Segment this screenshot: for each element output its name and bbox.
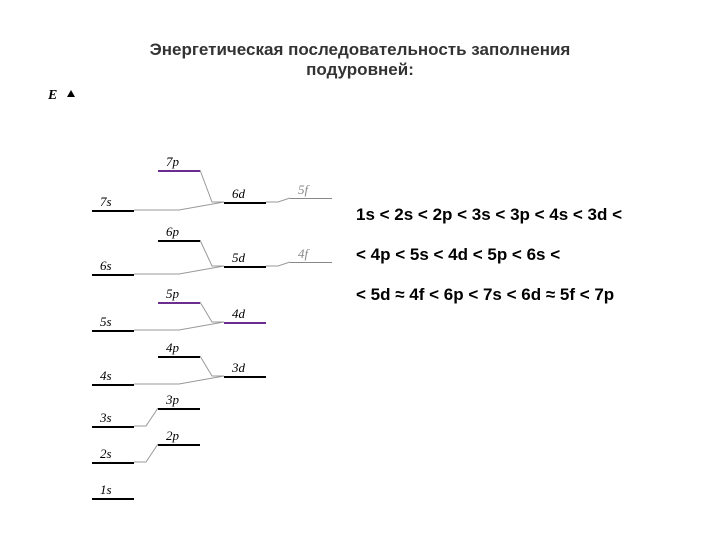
- level-label-4f: 4f: [298, 246, 308, 262]
- level-line-4f: [290, 262, 332, 263]
- connector-6s-5d: [134, 266, 224, 274]
- level-line-2p: [158, 444, 200, 446]
- level-label-6p: 6p: [166, 224, 179, 240]
- level-label-6d: 6d: [232, 186, 245, 202]
- level-line-1s: [92, 498, 134, 500]
- energy-axis-arrow-icon: [67, 90, 75, 97]
- level-line-6d: [224, 202, 266, 204]
- connector-3s-3p: [134, 408, 158, 426]
- level-label-4p: 4p: [166, 340, 179, 356]
- level-label-7p: 7p: [166, 154, 179, 170]
- level-line-7s: [92, 210, 134, 212]
- level-label-3s: 3s: [100, 410, 112, 426]
- connector-6d-5f: [266, 198, 290, 202]
- level-line-4s: [92, 384, 134, 386]
- level-label-7s: 7s: [100, 194, 112, 210]
- sequence-line-3: < 5d ≈ 4f < 6p < 7s < 6d ≈ 5f < 7p: [356, 285, 614, 305]
- level-label-5s: 5s: [100, 314, 112, 330]
- level-line-3s: [92, 426, 134, 428]
- title-line-2: подуровней:: [0, 60, 720, 80]
- level-line-5s: [92, 330, 134, 332]
- level-line-6s: [92, 274, 134, 276]
- level-label-5f: 5f: [298, 182, 308, 198]
- level-line-5f: [290, 198, 332, 199]
- level-label-2p: 2p: [166, 428, 179, 444]
- level-label-5p: 5p: [166, 286, 179, 302]
- connector-3d-4p: [200, 356, 224, 376]
- level-label-3p: 3p: [166, 392, 179, 408]
- level-line-2s: [92, 462, 134, 464]
- sequence-line-2: < 4p < 5s < 4d < 5p < 6s <: [356, 245, 560, 265]
- connector-2s-2p: [134, 444, 158, 462]
- connector-5d-4f: [266, 262, 290, 266]
- level-label-1s: 1s: [100, 482, 112, 498]
- energy-axis-label: E: [48, 88, 57, 104]
- connector-5s-4d: [134, 322, 224, 330]
- level-label-4d: 4d: [232, 306, 245, 322]
- title-line-1: Энергетическая последовательность заполн…: [0, 40, 720, 60]
- level-label-5d: 5d: [232, 250, 245, 266]
- level-label-3d: 3d: [232, 360, 245, 376]
- level-line-4d: [224, 322, 266, 324]
- level-label-4s: 4s: [100, 368, 112, 384]
- level-line-5d: [224, 266, 266, 268]
- level-line-3d: [224, 376, 266, 378]
- level-line-3p: [158, 408, 200, 410]
- level-line-7p: [158, 170, 200, 172]
- connector-7s-6d: [134, 202, 224, 210]
- connector-5d-6p: [200, 240, 224, 266]
- sequence-line-1: 1s < 2s < 2p < 3s < 3p < 4s < 3d <: [356, 205, 622, 225]
- level-line-4p: [158, 356, 200, 358]
- level-label-6s: 6s: [100, 258, 112, 274]
- connector-4d-5p: [200, 302, 224, 322]
- connector-4s-3d: [134, 376, 224, 384]
- level-line-5p: [158, 302, 200, 304]
- connector-6d-7p: [200, 170, 224, 202]
- level-label-2s: 2s: [100, 446, 112, 462]
- level-line-6p: [158, 240, 200, 242]
